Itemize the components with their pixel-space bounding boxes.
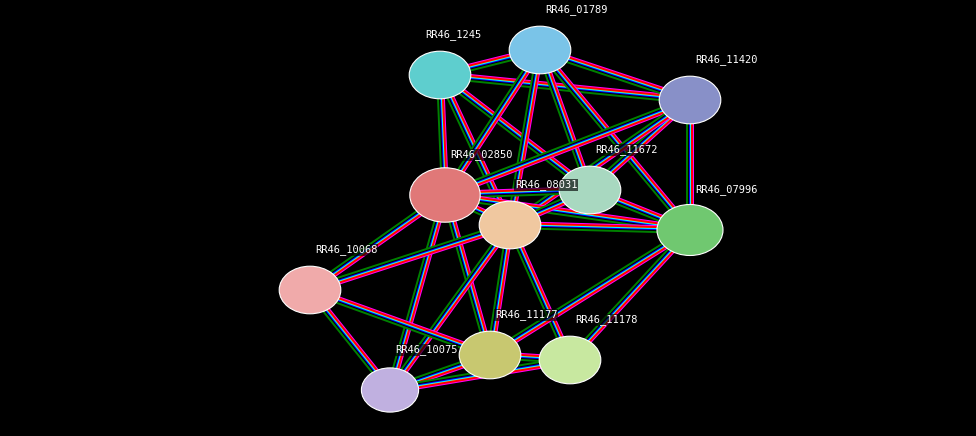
Text: RR46_11178: RR46_11178 [575,314,637,325]
Text: RR46_10075: RR46_10075 [395,344,458,355]
Ellipse shape [659,76,721,124]
Ellipse shape [657,204,723,255]
Text: RR46_1245: RR46_1245 [425,29,481,40]
Ellipse shape [409,51,470,99]
Ellipse shape [509,26,571,74]
Ellipse shape [539,336,601,384]
Text: RR46_08031: RR46_08031 [515,179,578,190]
Text: RR46_10068: RR46_10068 [315,244,378,255]
Text: RR46_11672: RR46_11672 [595,144,658,155]
Text: RR46_11420: RR46_11420 [695,54,757,65]
Text: RR46_02850: RR46_02850 [450,149,512,160]
Text: RR46_07996: RR46_07996 [695,184,757,195]
Ellipse shape [410,168,480,222]
Ellipse shape [279,266,341,314]
Text: RR46_01789: RR46_01789 [545,4,607,15]
Ellipse shape [361,368,419,412]
Ellipse shape [559,166,621,214]
Ellipse shape [479,201,541,249]
Text: RR46_11177: RR46_11177 [495,309,557,320]
Ellipse shape [459,331,521,379]
